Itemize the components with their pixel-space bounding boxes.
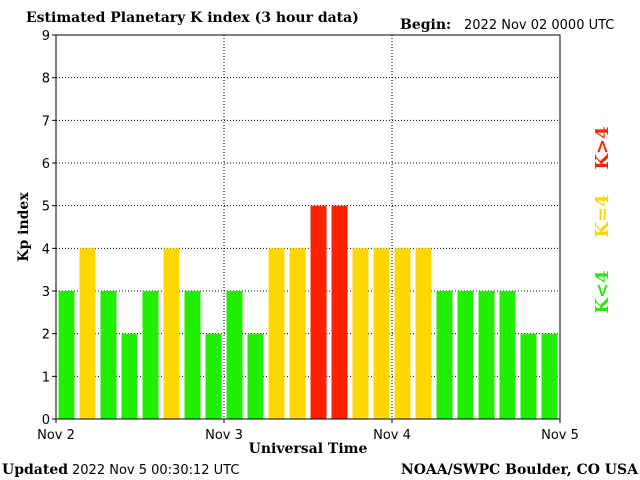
x-axis-label: Universal Time — [249, 441, 368, 457]
begin-value: 2022 Nov 02 0000 UTC — [464, 18, 614, 33]
kp-bar — [247, 333, 264, 419]
plot-frame — [55, 34, 561, 420]
bars — [58, 205, 558, 419]
y-tick-label: 3 — [42, 285, 50, 300]
chart-title: Estimated Planetary K index (3 hour data… — [26, 10, 359, 26]
y-tick-label: 8 — [42, 72, 50, 87]
updated-label: Updated — [2, 462, 68, 478]
y-tick-label: 4 — [42, 242, 50, 257]
kp-bar — [268, 248, 285, 419]
kp-bar — [142, 291, 159, 419]
updated-value: 2022 Nov 5 00:30:12 UTC — [72, 463, 239, 478]
gridlines — [56, 35, 560, 419]
kp-bar — [415, 248, 432, 419]
y-tick-label: 2 — [42, 328, 50, 343]
y-tick-label: 0 — [42, 413, 50, 428]
kp-bar — [394, 248, 411, 419]
kp-bar — [121, 333, 138, 419]
legend-mid: K=4 — [592, 194, 613, 237]
kp-bar — [499, 291, 516, 419]
kp-bar — [478, 291, 495, 419]
kp-bar — [310, 205, 327, 419]
kp-bar — [331, 205, 348, 419]
kp-bar — [205, 333, 222, 419]
y-tick-label: 6 — [42, 157, 50, 172]
begin-label: Begin: — [400, 17, 451, 33]
kp-bar — [289, 248, 306, 419]
y-axis-label: Kp index — [16, 192, 32, 262]
kp-bar — [79, 248, 96, 419]
x-tick-label: Nov 2 — [37, 428, 75, 443]
x-tick-label: Nov 5 — [541, 428, 579, 443]
y-tick-label: 9 — [42, 29, 50, 44]
x-tick-label: Nov 3 — [205, 428, 243, 443]
x-tick-label: Nov 4 — [373, 428, 411, 443]
y-tick-label: 5 — [42, 200, 50, 215]
kp-bar — [163, 248, 180, 419]
y-tick-label: 1 — [42, 370, 50, 385]
kp-bar — [541, 333, 558, 419]
kp-bar — [184, 291, 201, 419]
kp-bar — [352, 248, 369, 419]
y-tick-label: 7 — [42, 114, 50, 129]
kp-bar — [373, 248, 390, 419]
kp-bar — [457, 291, 474, 419]
x-axis-ticks: Nov 2 Nov 3 Nov 4 Nov 5 — [37, 419, 579, 443]
kp-bar — [520, 333, 537, 419]
legend-high: K>4 — [592, 126, 613, 169]
kp-bar — [436, 291, 453, 419]
kp-bar — [100, 291, 117, 419]
kp-bar — [226, 291, 243, 419]
y-axis-ticks: 0 1 2 3 4 5 6 7 8 9 — [42, 29, 56, 428]
legend-low: K<4 — [592, 270, 613, 313]
credit-text: NOAA/SWPC Boulder, CO USA — [401, 462, 639, 478]
kp-bar — [58, 291, 75, 419]
